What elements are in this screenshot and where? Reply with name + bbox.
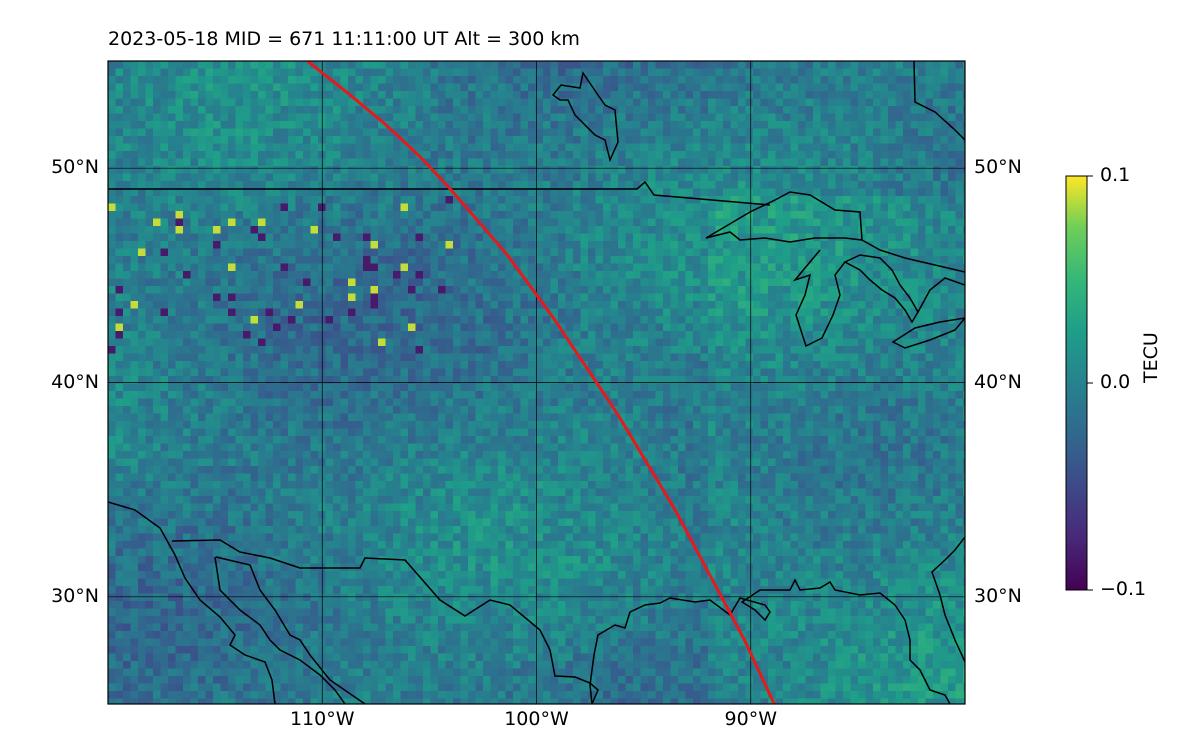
hudson-bay-coast xyxy=(551,71,619,163)
lon-label: 90°W xyxy=(724,708,777,730)
lat-label-left: 30°N xyxy=(51,584,99,607)
great-lakes-east xyxy=(861,239,965,273)
gulf-coast xyxy=(589,578,951,704)
colorbar-tick-label: −0.1 xyxy=(1100,578,1147,600)
lake-michigan xyxy=(792,249,846,348)
ontario-shore xyxy=(917,277,965,313)
track-line xyxy=(306,61,776,704)
satellite-track xyxy=(306,61,776,704)
gridlines xyxy=(108,61,965,704)
lat-label-right: 40°N xyxy=(974,370,1022,393)
colorbar-tick-label: 0.0 xyxy=(1100,371,1131,393)
pacific-coast-north xyxy=(108,501,276,704)
northeast-coast xyxy=(913,61,965,141)
us-canada-border xyxy=(108,180,771,206)
lake-huron xyxy=(843,254,919,324)
lake-erie xyxy=(891,317,965,349)
lat-label-right: 30°N xyxy=(974,584,1022,607)
tec-field xyxy=(108,61,965,704)
baja-peninsula xyxy=(214,556,346,704)
lat-label-right: 50°N xyxy=(974,156,1022,179)
colorbar xyxy=(1065,175,1088,591)
lat-label-left: 40°N xyxy=(51,370,99,393)
coastlines xyxy=(108,61,965,704)
plot-frame xyxy=(107,60,966,705)
florida-east xyxy=(931,536,965,663)
lat-label-left: 50°N xyxy=(51,156,99,179)
colorbar-tick-label: 0.1 xyxy=(1100,164,1131,186)
mexico-border xyxy=(171,539,599,704)
colorbar-ticks xyxy=(1087,175,1093,591)
lon-label: 100°W xyxy=(504,708,569,730)
lon-label: 110°W xyxy=(289,708,355,730)
colorbar-label: TECU xyxy=(1140,332,1162,383)
plot-title: 2023-05-18 MID = 671 11:11:00 UT Alt = 3… xyxy=(108,28,580,50)
baja-inner xyxy=(215,556,366,704)
